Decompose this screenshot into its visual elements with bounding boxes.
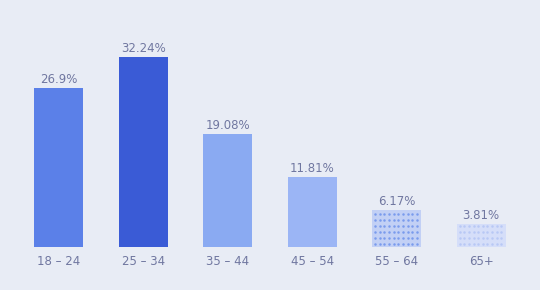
Text: 3.81%: 3.81% [463,209,500,222]
Text: 6.17%: 6.17% [378,195,415,208]
Bar [119,57,168,246]
Text: 19.08%: 19.08% [205,119,250,132]
Bar [203,134,252,246]
Bar [372,210,421,246]
Bar [457,224,505,246]
Bar [35,88,83,246]
Text: 32.24%: 32.24% [121,42,166,55]
Bar [288,177,337,246]
Text: 11.81%: 11.81% [290,162,335,175]
Text: 26.9%: 26.9% [40,73,78,86]
